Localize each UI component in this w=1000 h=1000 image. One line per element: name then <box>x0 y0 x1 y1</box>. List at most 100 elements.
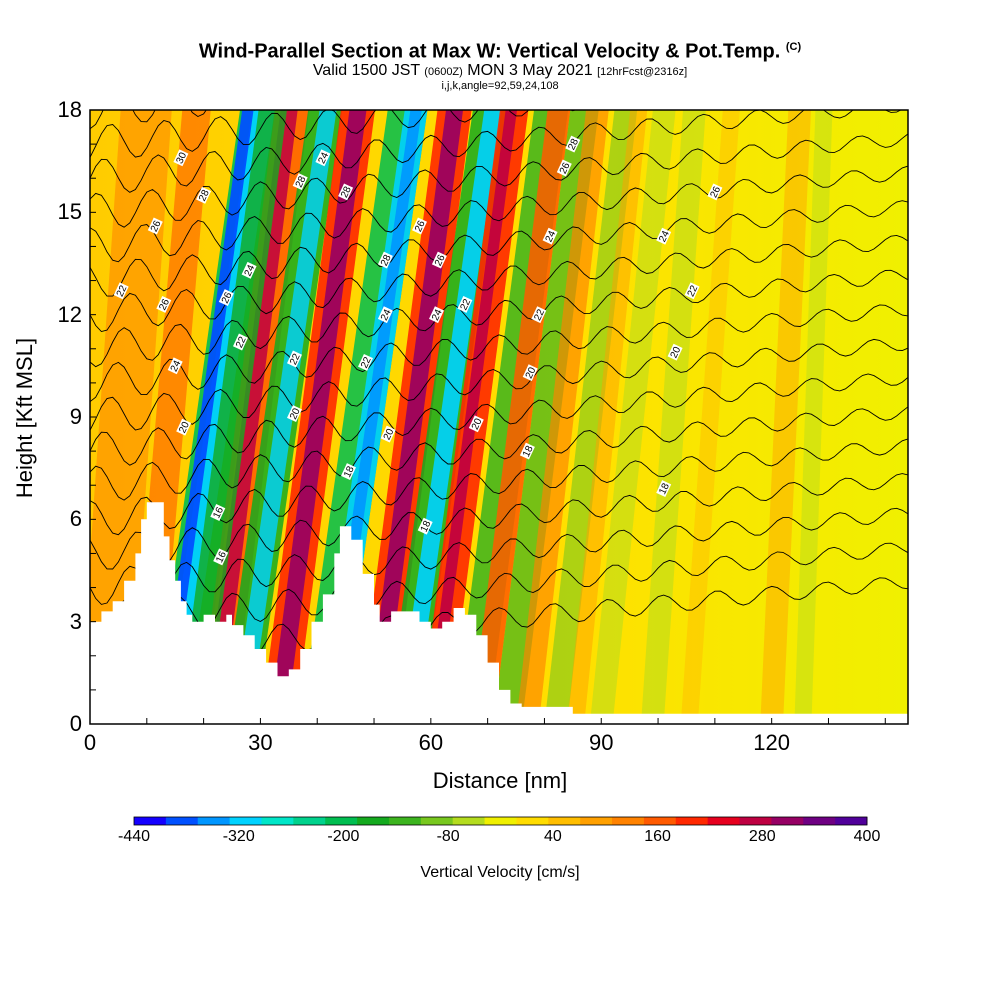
colorbar-swatch <box>580 817 613 825</box>
colorbar-swatch <box>452 817 486 825</box>
y-tick-label: 6 <box>69 506 82 532</box>
x-tick-label: 30 <box>248 730 273 755</box>
terrain <box>90 502 908 724</box>
contour-label: 18 <box>417 517 434 535</box>
svg-text:28: 28 <box>294 174 309 189</box>
svg-text:28: 28 <box>566 137 581 152</box>
contour-label: 20 <box>380 425 397 443</box>
svg-text:24: 24 <box>316 150 331 165</box>
y-tick-label: 9 <box>69 404 82 429</box>
valid-date: MON 3 May 2021 <box>467 61 593 79</box>
colorbar-swatch <box>134 817 167 825</box>
x-axis-label: Distance [nm] <box>432 768 568 793</box>
contour-label: 20 <box>522 364 539 382</box>
contour-label: 24 <box>656 227 672 245</box>
colorbar-swatch <box>835 817 868 825</box>
contour-label: 22 <box>358 353 374 371</box>
colorbar-tick-label: 280 <box>748 828 776 845</box>
colorbar-tick-label: 400 <box>853 828 881 845</box>
svg-text:28: 28 <box>379 253 394 268</box>
contour-label: 24 <box>241 261 258 279</box>
contour-label: 16 <box>210 504 226 521</box>
colorbar-tick-label: 40 <box>543 828 562 845</box>
svg-text:18: 18 <box>657 481 672 496</box>
svg-text:16: 16 <box>214 550 229 565</box>
grid-indices: i,j,k,angle=92,59,24,108 <box>441 79 559 92</box>
svg-text:26: 26 <box>558 161 573 176</box>
colorbar <box>133 816 868 826</box>
svg-text:24: 24 <box>169 358 184 373</box>
contour-label: 24 <box>377 306 394 324</box>
colorbar-swatch <box>388 817 422 825</box>
copyright-mark: (C) <box>785 41 802 53</box>
svg-text:30: 30 <box>174 150 189 165</box>
x-tick-label: 120 <box>753 730 791 755</box>
chart-title: Wind-Parallel Section at Max W: Vertical… <box>198 40 781 63</box>
colorbar-swatch <box>771 817 804 825</box>
y-tick-label: 12 <box>57 301 82 327</box>
svg-text:26: 26 <box>708 185 723 200</box>
theta-contours <box>90 110 908 675</box>
colorbar-swatch <box>420 817 454 825</box>
contour-label: 20 <box>287 405 303 423</box>
svg-text:20: 20 <box>382 427 397 442</box>
svg-text:28: 28 <box>339 185 354 200</box>
contour-label: 24 <box>315 149 331 167</box>
svg-text:26: 26 <box>433 253 448 268</box>
svg-text:24: 24 <box>430 307 445 322</box>
contour-label: 26 <box>412 217 428 235</box>
svg-text:16: 16 <box>211 505 226 520</box>
svg-text:20: 20 <box>669 345 684 360</box>
contour-label: 24 <box>429 306 445 324</box>
contour-label: 26 <box>707 183 723 201</box>
contour-label: 24 <box>167 357 184 375</box>
svg-text:24: 24 <box>243 263 258 278</box>
contour-label: 24 <box>542 227 559 245</box>
contour-label: 30 <box>173 149 189 167</box>
contour-label: 22 <box>457 295 473 313</box>
svg-text:28: 28 <box>197 188 212 203</box>
axis-ticks <box>90 143 886 724</box>
colorbar-swatch <box>165 817 199 825</box>
contour-label: 26 <box>556 159 573 177</box>
svg-text:22: 22 <box>458 297 473 312</box>
contour-labels: 30 28 26 22 26 26 24 22 24 20 16 16 28 24 28 22 20 28 24 22… <box>113 135 723 566</box>
valid-utc: (0600Z) <box>424 65 463 78</box>
contour-label: 22 <box>531 306 547 324</box>
svg-text:26: 26 <box>149 219 164 234</box>
colorbar-swatch <box>643 817 677 825</box>
svg-text:18: 18 <box>342 464 357 479</box>
svg-text:22: 22 <box>359 355 374 370</box>
title-block: Wind-Parallel Section at Max W: Vertical… <box>0 36 1000 92</box>
y-tick-label: 0 <box>69 711 82 736</box>
y-tick-label: 18 <box>57 97 82 122</box>
contour-label: 22 <box>113 282 130 300</box>
colorbar-swatch <box>325 817 358 825</box>
colorbar-swatch <box>612 817 645 825</box>
svg-text:20: 20 <box>177 420 192 435</box>
contour-label: 26 <box>156 295 172 313</box>
contour-label: 22 <box>233 333 249 351</box>
svg-text:20: 20 <box>524 365 539 380</box>
colorbar-label: Vertical Velocity [cm/s] <box>420 864 580 881</box>
colorbar-tick-label: -440 <box>117 828 151 845</box>
contour-label: 20 <box>468 415 485 433</box>
colorbar-swatch <box>548 817 581 825</box>
contour-label: 18 <box>341 463 357 481</box>
colorbar-tick-label: 160 <box>644 828 671 845</box>
svg-text:18: 18 <box>419 519 434 534</box>
contour-label: 18 <box>519 442 536 460</box>
contour-label: 22 <box>684 282 701 300</box>
colorbar-swatch <box>229 817 262 825</box>
x-tick-label: 60 <box>418 730 444 755</box>
contour-label: 16 <box>213 548 229 566</box>
svg-text:22: 22 <box>288 352 303 367</box>
y-tick-label: 3 <box>69 608 82 634</box>
contour-label: 28 <box>338 183 354 201</box>
svg-text:26: 26 <box>413 219 428 234</box>
contour-label: 18 <box>656 480 672 498</box>
colorbar-swatch <box>675 817 709 825</box>
colorbar-swatch <box>803 817 836 825</box>
svg-text:22: 22 <box>234 335 249 350</box>
